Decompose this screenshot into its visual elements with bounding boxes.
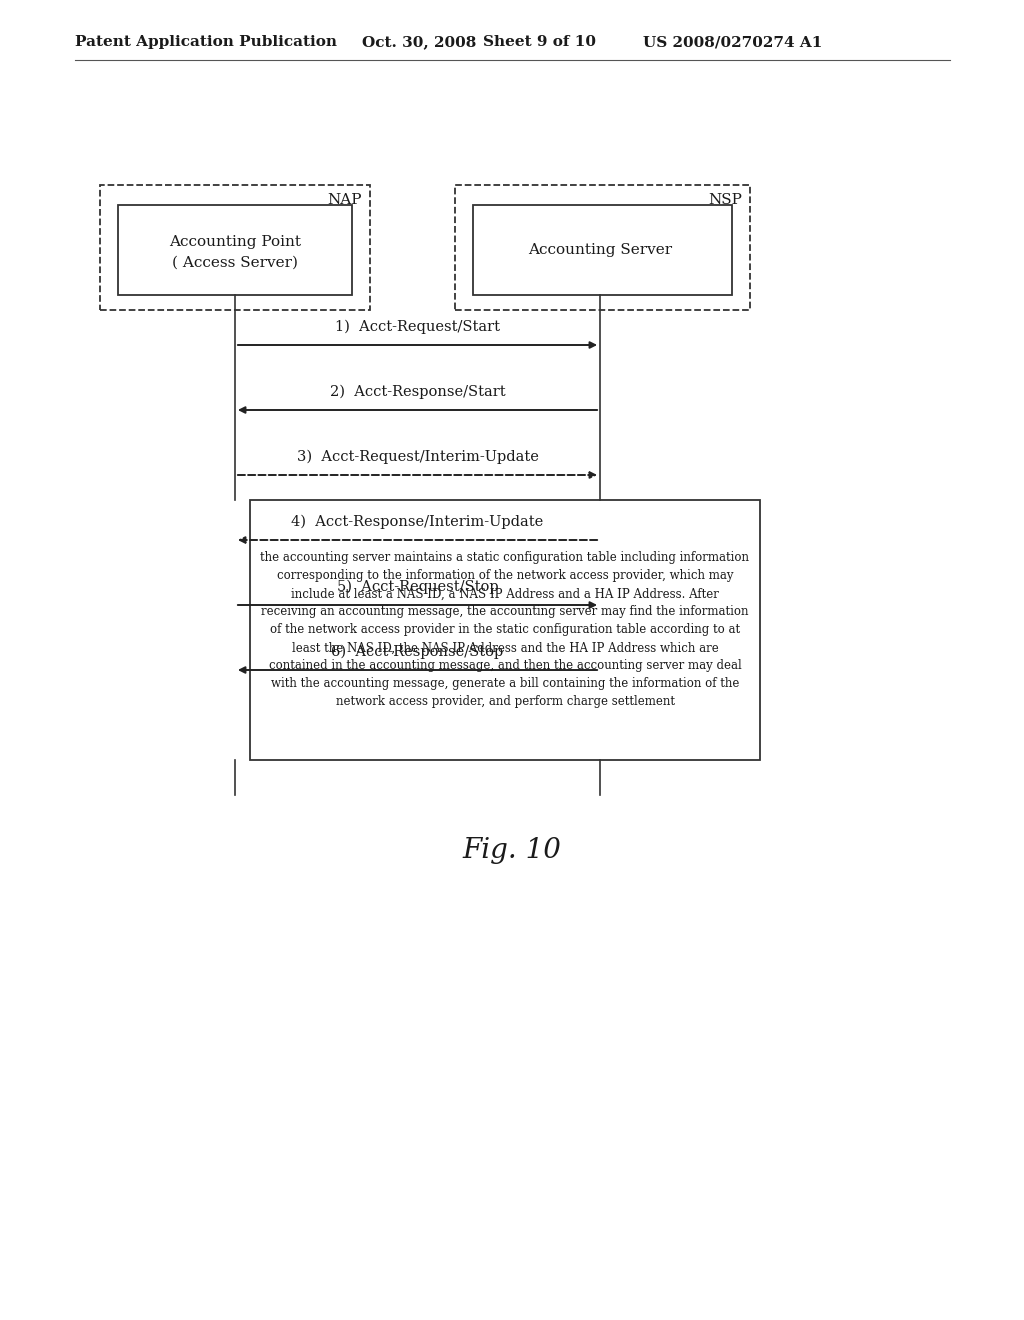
Text: Oct. 30, 2008: Oct. 30, 2008 <box>362 36 476 49</box>
Bar <box>118 205 352 294</box>
Text: 5)  Acct-Request/Stop: 5) Acct-Request/Stop <box>337 579 499 594</box>
Text: NAP: NAP <box>328 193 362 207</box>
Text: Accounting Point: Accounting Point <box>169 235 301 249</box>
Text: ( Access Server): ( Access Server) <box>172 256 298 271</box>
Text: NSP: NSP <box>709 193 742 207</box>
Text: US 2008/0270274 A1: US 2008/0270274 A1 <box>643 36 822 49</box>
Text: Sheet 9 of 10: Sheet 9 of 10 <box>483 36 596 49</box>
Bar <box>100 185 370 310</box>
Text: 4)  Acct-Response/Interim-Update: 4) Acct-Response/Interim-Update <box>292 515 544 529</box>
Text: the accounting server maintains a static configuration table including informati: the accounting server maintains a static… <box>260 552 750 709</box>
Text: 6)  Acct-Response/Stop: 6) Acct-Response/Stop <box>332 644 504 659</box>
Bar <box>473 205 732 294</box>
Bar <box>455 185 750 310</box>
Text: Patent Application Publication: Patent Application Publication <box>75 36 337 49</box>
Text: Fig. 10: Fig. 10 <box>463 837 561 863</box>
Text: 1)  Acct-Request/Start: 1) Acct-Request/Start <box>335 319 500 334</box>
Text: 3)  Acct-Request/Interim-Update: 3) Acct-Request/Interim-Update <box>297 450 539 465</box>
Bar <box>250 500 760 760</box>
Text: Accounting Server: Accounting Server <box>528 243 672 257</box>
Text: 2)  Acct-Response/Start: 2) Acct-Response/Start <box>330 384 505 399</box>
